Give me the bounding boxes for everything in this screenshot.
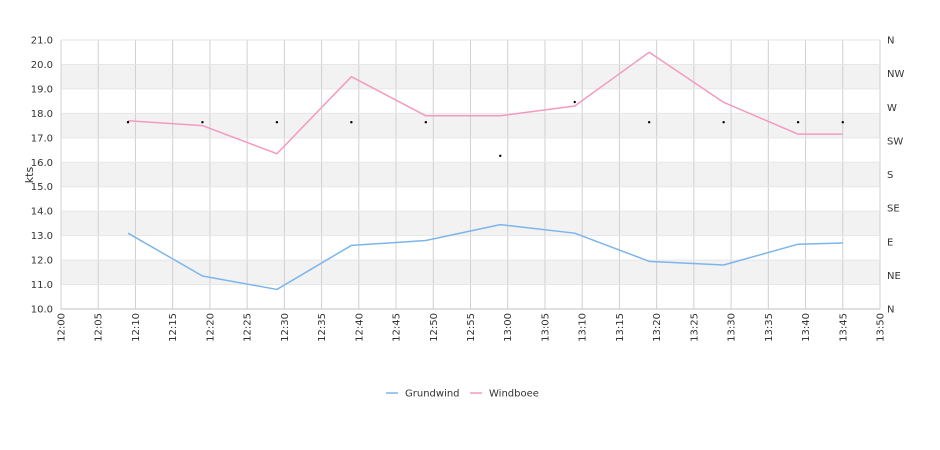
legend-item-grundwind[interactable]: Grundwind <box>386 389 460 400</box>
y2-tick-label: N <box>887 36 894 47</box>
x-tick-label: 13:15 <box>615 313 626 342</box>
x-axis-tick-labels: 12:00 12:05 12:10 12:15 12:20 12:25 12:30 12:35… <box>57 313 887 342</box>
x-tick-label: 13:25 <box>689 313 700 342</box>
y2-tick-label: E <box>887 237 893 248</box>
y-tick-label: 11.0 <box>31 280 53 291</box>
direction-marker <box>796 120 800 124</box>
direction-marker <box>722 120 725 124</box>
y-tick-label: 12.0 <box>31 256 53 267</box>
legend[interactable]: Grundwind Windboee <box>386 389 539 400</box>
x-tick-label: 12:05 <box>94 313 105 342</box>
x-tick-label: 13:10 <box>578 313 589 342</box>
y2-tick-label: W <box>887 103 897 114</box>
x-tick-label: 12:50 <box>429 313 440 342</box>
y-axis-title: kts <box>23 167 36 184</box>
x-tick-label: 13:00 <box>503 313 514 342</box>
x-tick-label: 12:25 <box>243 313 254 342</box>
y2-tick-label: SE <box>887 204 900 215</box>
y2-axis-direction-labels: N NE E SE S SW W NW N <box>887 36 904 316</box>
y-tick-label: 15.0 <box>31 182 53 193</box>
y-axis-tick-labels: 10.0 11.0 12.0 13.0 14.0 15.0 16.0 17.0 18.0 19.0… <box>31 36 53 316</box>
y-tick-label: 21.0 <box>31 36 53 47</box>
y2-tick-label: SW <box>887 136 903 147</box>
y-tick-label: 20.0 <box>31 60 53 71</box>
y-tick-label: 19.0 <box>31 84 53 95</box>
y2-tick-label: N <box>887 305 894 316</box>
x-tick-label: 13:50 <box>876 313 887 342</box>
x-tick-label: 13:05 <box>540 313 551 342</box>
direction-marker <box>275 120 279 124</box>
series-line-windboee <box>127 51 843 155</box>
x-tick-label: 12:15 <box>168 313 179 342</box>
series-lines <box>127 51 843 291</box>
x-tick-label: 12:30 <box>280 313 291 342</box>
legend-label: Grundwind <box>405 389 460 400</box>
x-tick-label: 12:40 <box>354 313 365 342</box>
y-tick-label: 14.0 <box>31 207 53 218</box>
x-tick-label: 12:20 <box>205 313 216 342</box>
series-line-grundwind <box>127 223 843 291</box>
direction-marker <box>201 120 204 124</box>
y-tick-label: 10.0 <box>31 305 53 316</box>
x-tick-label: 13:45 <box>838 313 849 342</box>
direction-marker <box>841 120 844 124</box>
y2-tick-label: NW <box>887 69 904 80</box>
x-tick-label: 13:35 <box>764 313 775 342</box>
x-tick-label: 13:40 <box>801 313 812 342</box>
vertical-gridlines <box>60 40 881 309</box>
direction-marker <box>647 120 651 124</box>
x-tick-label: 13:30 <box>727 313 738 342</box>
y2-tick-label: S <box>887 170 893 181</box>
legend-item-windboee[interactable]: Windboee <box>470 389 539 400</box>
x-tick-label: 12:45 <box>392 313 403 342</box>
y2-tick-label: NE <box>887 271 901 282</box>
direction-markers <box>126 100 844 158</box>
x-tick-label: 12:10 <box>131 313 142 342</box>
legend-label: Windboee <box>489 389 539 400</box>
x-tick-label: 12:35 <box>317 313 328 342</box>
direction-marker <box>499 154 502 158</box>
direction-marker <box>350 120 353 124</box>
direction-marker <box>424 120 428 124</box>
x-tick-label: 12:55 <box>466 313 477 342</box>
x-tick-label: 13:20 <box>652 313 663 342</box>
direction-marker <box>126 120 130 124</box>
y-tick-label: 13.0 <box>31 231 53 242</box>
y-tick-label: 17.0 <box>31 133 53 144</box>
y-tick-label: 16.0 <box>31 158 53 169</box>
y-tick-label: 18.0 <box>31 109 53 120</box>
direction-marker <box>573 100 576 104</box>
x-tick-label: 12:00 <box>57 313 68 342</box>
